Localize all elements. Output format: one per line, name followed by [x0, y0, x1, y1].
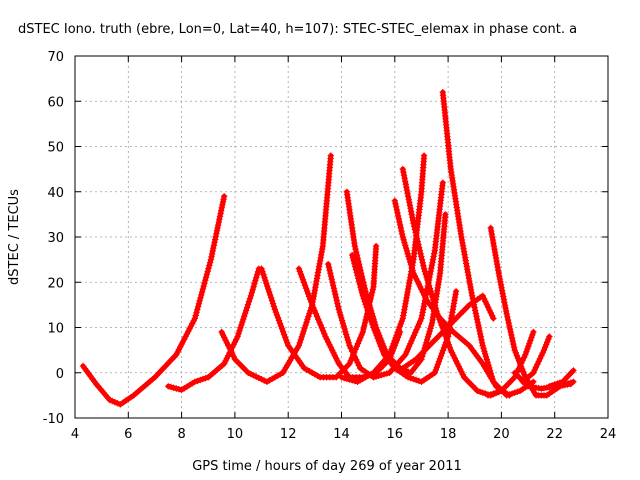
- x-tick-label: 4: [71, 427, 79, 442]
- x-tick-label: 20: [493, 427, 510, 442]
- series-markers: [399, 165, 505, 399]
- series-markers: [391, 197, 513, 399]
- x-tick-label: 16: [387, 427, 404, 442]
- chart-title: dSTEC Iono. truth (ebre, Lon=0, Lat=40, …: [18, 22, 577, 37]
- series-trace: [80, 193, 227, 407]
- series-18: [546, 367, 577, 390]
- series-markers: [165, 265, 263, 394]
- series-17: [519, 333, 553, 385]
- series-markers: [546, 367, 577, 390]
- y-tick-label: 60: [47, 95, 64, 110]
- series-trace: [440, 89, 536, 398]
- y-tick-label: 30: [47, 231, 64, 246]
- x-tick-label: 8: [177, 427, 185, 442]
- series-markers: [218, 152, 334, 385]
- series-15: [484, 328, 537, 399]
- x-tick-label: 10: [227, 427, 244, 442]
- y-tick-label: -10: [43, 412, 64, 427]
- series-markers: [399, 292, 497, 372]
- x-axis-label: GPS time / hours of day 269 of year 2011: [192, 459, 462, 474]
- series-10: [391, 197, 513, 399]
- x-tick-label: 22: [546, 427, 563, 442]
- x-tick-label: 12: [280, 427, 297, 442]
- series-markers: [519, 333, 553, 385]
- axis-ticks: 4 6 8 10 12 14 16 18 20 22 24 -10 0 10 20 30 40 50 60 70: [43, 50, 617, 442]
- x-tick-label: 24: [600, 427, 617, 442]
- series-1: [79, 193, 228, 408]
- x-tick-label: 14: [333, 427, 350, 442]
- y-tick-label: 70: [47, 50, 64, 65]
- y-axis-label: dSTEC / TECUs: [7, 189, 22, 285]
- series-13: [399, 292, 497, 372]
- y-tick-label: 50: [47, 141, 64, 156]
- y-tick-label: 0: [56, 367, 64, 382]
- x-tick-label: 18: [440, 427, 457, 442]
- series-3: [218, 152, 334, 385]
- series-2: [165, 265, 263, 394]
- series-trace: [219, 153, 334, 385]
- series-12: [439, 89, 537, 399]
- y-tick-label: 10: [47, 322, 64, 337]
- series-markers: [79, 193, 228, 408]
- y-tick-label: 20: [47, 276, 64, 291]
- data-markers: [79, 89, 577, 408]
- y-tick-label: 40: [47, 186, 64, 201]
- x-tick-label: 6: [124, 427, 132, 442]
